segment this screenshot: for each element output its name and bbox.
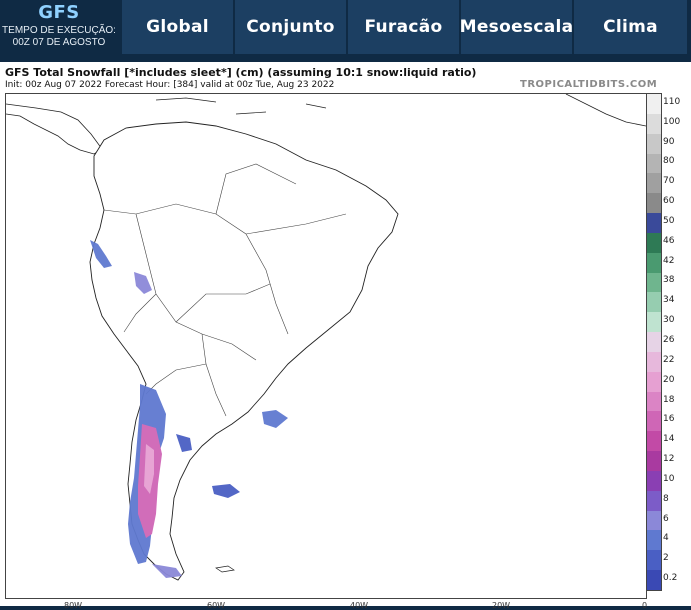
snowfall-areas [90,240,288,578]
tab-ensemble[interactable]: Conjunto [233,0,346,54]
colorbar-segment [647,530,661,551]
model-info: GFS TEMPO DE EXECUÇÃO: 00Z 07 DE AGOSTO [0,0,118,56]
africa-outline [565,94,646,127]
brand-watermark: TROPICALTIDBITS.COM [520,79,658,90]
colorbar-segment [647,113,661,135]
run-time-value[interactable]: 00Z 07 DE AGOSTO [12,37,106,48]
main-tabs: Global Conjunto Furacão Mesoescala Clima [120,0,687,54]
colorbar-segment [647,371,661,393]
central-america-outline [6,103,103,155]
colorbar-tick-label: 0.2 [663,573,678,584]
tab-hurricane[interactable]: Furacão [346,0,459,54]
colorbar-segment [647,490,661,512]
tab-climate[interactable]: Clima [572,0,687,54]
colorbar-tick-label: 70 [663,176,675,187]
colorbar-segment [647,510,661,531]
colorbar-tick-label: 80 [663,156,675,167]
colorbar-tick-label: 12 [663,454,675,465]
colorbar-segment [647,252,661,274]
colorbar-tick-label: 26 [663,335,675,345]
colorbar-tick-label: 6 [663,513,669,524]
colorbar-segment [647,312,661,333]
colorbar-tick-label: 4 [663,533,669,544]
colorbar-segment [647,351,661,373]
colorbar-segment [647,193,661,214]
colorbar-tick-label: 8 [663,493,669,504]
colorbar-tick-label: 100 [663,116,681,127]
colorbar-segment [647,550,661,571]
colorbar-segment [647,153,661,174]
colorbar-segment [647,272,661,293]
colorbar-segment [647,292,661,313]
south-america-map [6,94,646,581]
colorbar-tick-label: 20 [663,374,675,385]
south-america-outline [89,121,399,581]
colorbar-segment [647,570,661,591]
model-name[interactable]: GFS [38,2,80,23]
colorbar-tick-label: 90 [663,136,675,147]
colorbar-segment [647,470,661,492]
colorbar-segment [647,94,661,115]
colorbar-tick-label: 18 [663,394,675,405]
country-borders [103,163,347,417]
map-panel: GFS Total Snowfall [*includes sleet*] (c… [0,62,691,610]
colorbar-segment [647,213,661,234]
tab-mesoscale[interactable]: Mesoescala [459,0,573,54]
colorbar-segment [647,411,661,432]
colorbar-tick-label: 38 [663,275,675,286]
snowfall-colorbar [646,93,662,591]
colorbar-tick-label: 42 [663,255,675,266]
colorbar-tick-label: 50 [663,215,675,226]
colorbar-tick-label: 34 [663,295,675,306]
colorbar-tick-label: 14 [663,434,675,445]
colorbar-segment [647,133,661,154]
caribbean-islands [155,97,327,115]
colorbar-segment [647,173,661,194]
colorbar-tick-label: 10 [663,473,675,484]
map-image[interactable] [5,93,647,599]
colorbar-tick-label: 22 [663,354,675,365]
map-subtitle: Init: 00z Aug 07 2022 Forecast Hour: [38… [5,80,335,90]
run-time-label: TEMPO DE EXECUÇÃO: [2,25,116,36]
colorbar-tick-label: 60 [663,196,675,207]
colorbar-segment [647,391,661,412]
colorbar-segment [647,332,661,353]
map-title: GFS Total Snowfall [*includes sleet*] (c… [5,66,477,79]
colorbar-tick-label: 110 [663,96,681,107]
top-navigation-bar: GFS TEMPO DE EXECUÇÃO: 00Z 07 DE AGOSTO … [0,0,691,56]
colorbar-segment [647,451,661,472]
colorbar-tick-label: 30 [663,315,675,326]
tab-global[interactable]: Global [120,0,233,54]
colorbar-tick-label: 46 [663,235,675,246]
falkland-islands [215,565,235,573]
colorbar-tick-label: 16 [663,414,675,425]
colorbar-tick-label: 2 [663,553,669,564]
colorbar-segment [647,431,661,452]
colorbar-segment [647,232,661,254]
